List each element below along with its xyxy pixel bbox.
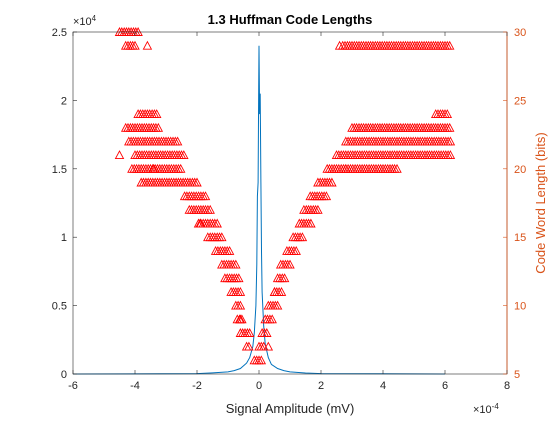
- x-tick-label: 2: [318, 380, 324, 392]
- x-tick-label: -4: [130, 380, 140, 392]
- code-length-marker: [291, 245, 301, 255]
- right-axis-label: Code Word Length (bits): [533, 132, 548, 273]
- y-right-axis-ticks: 5 10 15 20 25 30: [503, 27, 526, 381]
- code-length-marker: [341, 163, 351, 173]
- code-length-marker: [130, 40, 140, 50]
- code-length-marker: [231, 259, 241, 269]
- code-length-marker: [263, 341, 274, 351]
- code-length-marker: [142, 40, 153, 50]
- code-length-marker: [244, 341, 254, 351]
- code-length-marker: [445, 150, 456, 160]
- y-left-tick-label: 1.5: [52, 164, 67, 176]
- x-tick-label: 6: [442, 380, 448, 392]
- code-length-marker: [235, 286, 246, 296]
- x-axis-label: Signal Amplitude (mV): [226, 401, 355, 416]
- code-length-marker: [267, 314, 277, 324]
- code-length-marker: [297, 232, 308, 242]
- code-length-marker: [235, 300, 246, 310]
- y-right-tick-label: 20: [514, 164, 526, 176]
- code-length-marker: [151, 109, 162, 119]
- code-length-marker: [212, 218, 222, 228]
- y-left-tick-label: 2: [61, 95, 67, 107]
- code-length-marker: [444, 122, 455, 132]
- code-length-marker: [153, 122, 164, 132]
- y-right-tick-label: 10: [514, 301, 526, 313]
- code-length-marker: [262, 328, 272, 337]
- code-length-markers: [114, 27, 456, 365]
- code-length-marker: [205, 204, 215, 214]
- y-left-tick-label: 0.5: [52, 301, 67, 313]
- y-left-axis-ticks: 0 0.5 1 1.5 2 2.5: [52, 27, 77, 381]
- code-length-marker: [192, 177, 202, 187]
- code-length-marker: [327, 177, 337, 187]
- x-tick-label: -6: [68, 380, 78, 392]
- code-length-marker: [244, 328, 255, 337]
- x-tick-label: 8: [504, 380, 510, 392]
- x-tick-label: 0: [256, 380, 262, 392]
- code-length-marker: [276, 286, 287, 296]
- code-length-marker: [442, 109, 453, 119]
- y-right-tick-label: 15: [514, 232, 526, 244]
- code-length-marker: [321, 191, 332, 201]
- code-length-marker: [195, 218, 205, 228]
- code-length-marker: [272, 300, 283, 310]
- code-length-marker: [279, 273, 290, 283]
- x-exponent-label: ×10-4: [473, 402, 499, 416]
- code-length-marker: [392, 163, 402, 173]
- y-right-tick-label: 30: [514, 27, 526, 39]
- code-length-marker: [285, 259, 295, 269]
- y-left-tick-label: 1: [61, 232, 67, 244]
- y-left-tick-label: 0: [61, 369, 67, 381]
- code-length-marker: [269, 286, 280, 296]
- code-length-marker: [217, 232, 227, 242]
- plot-area: [73, 32, 507, 374]
- code-length-marker: [175, 163, 186, 173]
- code-length-marker: [114, 150, 125, 160]
- code-length-marker: [224, 245, 235, 255]
- code-length-marker: [148, 163, 159, 173]
- code-length-marker: [235, 314, 246, 324]
- x-axis-ticks: -6 -4 -2 0 2 4 6 8: [68, 32, 510, 392]
- histogram-series-line: [72, 45, 446, 375]
- y-left-tick-label: 2.5: [52, 27, 67, 39]
- code-length-marker: [445, 136, 456, 146]
- code-length-marker: [256, 355, 267, 365]
- x-tick-label: -2: [192, 380, 202, 392]
- code-length-marker: [200, 191, 211, 201]
- code-length-marker: [234, 273, 244, 283]
- code-length-marker: [313, 204, 323, 214]
- histogram-layer: [72, 45, 446, 375]
- y-exponent-label: ×104: [73, 14, 97, 28]
- code-length-marker: [258, 341, 269, 351]
- chart-title: 1.3 Huffman Code Lengths: [208, 12, 373, 27]
- x-tick-label: 4: [380, 380, 386, 392]
- code-length-marker: [334, 40, 345, 50]
- y-right-tick-label: 25: [514, 95, 526, 107]
- code-length-marker: [306, 218, 316, 228]
- code-length-marker: [444, 40, 455, 50]
- y-right-tick-label: 5: [514, 369, 520, 381]
- code-length-marker: [172, 136, 183, 146]
- code-length-marker: [179, 150, 189, 160]
